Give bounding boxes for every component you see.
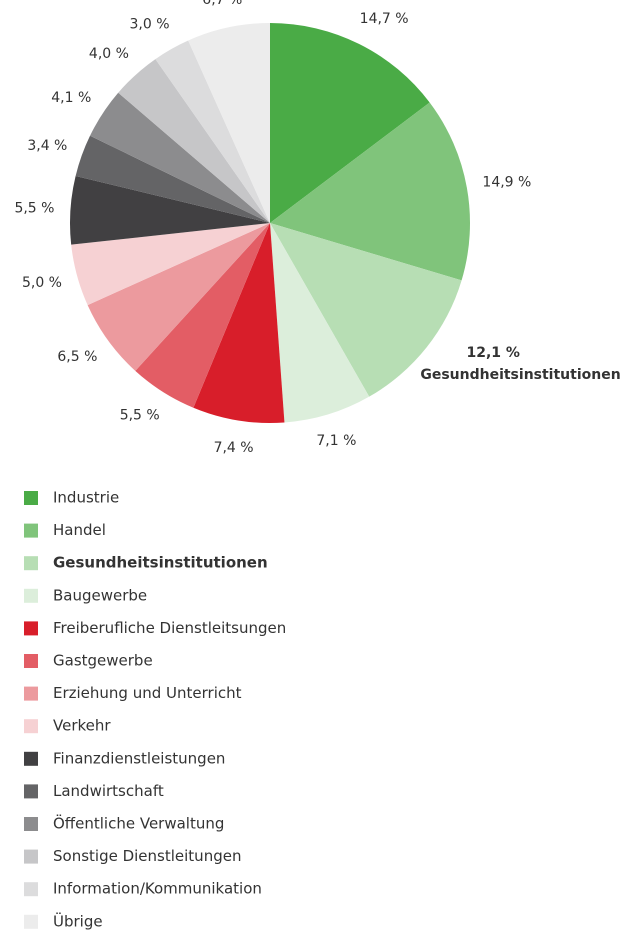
- legend-label: Verkehr: [53, 717, 111, 735]
- legend-label: Gesundheitsinstitutionen: [53, 554, 268, 572]
- pie-slice: [90, 92, 271, 223]
- legend-swatch: [24, 654, 38, 668]
- legend-swatch: [24, 556, 38, 571]
- value-label: 14,9 %: [482, 175, 531, 191]
- legend-swatch: [24, 817, 38, 831]
- legend-swatch: [24, 751, 38, 766]
- legend-label: Industrie: [53, 489, 119, 507]
- legend-label: Sonstige Dienstleitungen: [53, 847, 241, 865]
- value-label: 4,1 %: [51, 90, 91, 106]
- legend-label: Öffentliche Verwaltung: [53, 814, 224, 833]
- legend-swatch: [24, 588, 38, 603]
- value-label: 12,1 %: [467, 345, 520, 361]
- legend-swatch: [24, 914, 38, 929]
- slice-label: Gesundheitsinstitutionen: [420, 367, 620, 383]
- pie-slice: [270, 102, 470, 281]
- value-label: 4,0 %: [89, 46, 129, 62]
- legend-swatch: [24, 849, 38, 864]
- pie-slice: [69, 175, 270, 245]
- legend-label: Freiberufliche Dienstleitsungen: [53, 619, 286, 637]
- pie-slice: [270, 223, 462, 397]
- pie-slice: [155, 40, 270, 223]
- legend-label: Landwirtschaft: [53, 782, 164, 800]
- value-label: 14,7 %: [360, 11, 409, 27]
- legend-swatch: [24, 621, 38, 636]
- value-label: 3,4 %: [27, 138, 67, 154]
- legend-label: Finanzdienstleistungen: [53, 749, 225, 767]
- pie-slice: [193, 223, 285, 423]
- legend-label: Übrige: [53, 911, 103, 930]
- legend-swatch: [24, 719, 38, 734]
- value-label: 5,5 %: [120, 407, 160, 423]
- pie-slice: [188, 23, 270, 223]
- pie-slice: [87, 223, 270, 371]
- pie-slice: [71, 223, 270, 306]
- value-label: 7,4 %: [214, 440, 254, 456]
- legend-swatch: [24, 491, 38, 505]
- value-label: 5,0 %: [22, 275, 62, 291]
- pie-slice: [270, 223, 370, 423]
- legend-label: Gastgewerbe: [53, 652, 153, 670]
- legend-swatch: [24, 882, 38, 897]
- legend-label: Handel: [53, 521, 106, 539]
- value-label: 6,5 %: [57, 349, 97, 365]
- legend-label: Baugewerbe: [53, 586, 147, 604]
- pie-slice: [118, 59, 271, 224]
- pie-slice: [270, 23, 430, 223]
- pie-slice: [75, 135, 271, 223]
- legend-swatch: [24, 523, 38, 538]
- pie-slice: [135, 223, 270, 408]
- value-label: 6,7 %: [202, 0, 242, 8]
- legend-label: Erziehung und Unterricht: [53, 684, 242, 702]
- legend-label: Information/Kommunikation: [53, 880, 262, 898]
- legend-swatch: [24, 686, 38, 701]
- value-label: 3,0 %: [130, 17, 170, 33]
- value-label: 7,1 %: [316, 433, 356, 449]
- legend-swatch: [24, 784, 38, 799]
- value-label: 5,5 %: [14, 200, 54, 216]
